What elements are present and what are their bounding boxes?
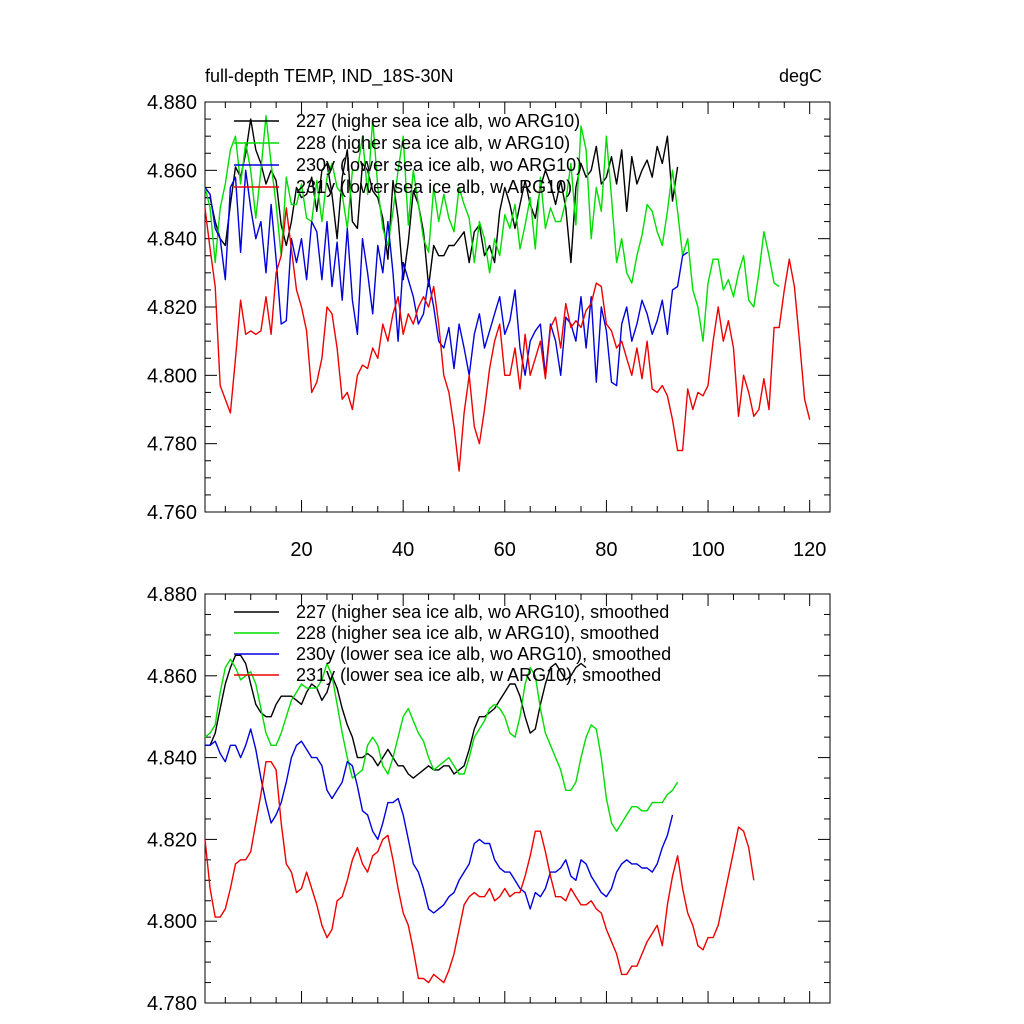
series-line — [204, 169, 689, 387]
series-line — [204, 207, 811, 472]
legend-label: 231y (lower sea ice alb, w ARG10) — [296, 177, 572, 197]
y-tick-label: 4.780 — [147, 993, 197, 1015]
y-tick-label: 4.860 — [147, 666, 197, 688]
y-tick-label: 4.860 — [147, 160, 197, 182]
legend-label: 228 (higher sea ice alb, w ARG10) — [296, 133, 570, 153]
y-tick-label: 4.760 — [147, 502, 197, 524]
chart-title-left: full-depth TEMP, IND_18S-30N — [205, 66, 453, 87]
series-line — [204, 114, 780, 342]
series-line — [205, 728, 674, 914]
y-tick-label: 4.820 — [147, 829, 197, 851]
chart-title-right: degC — [779, 66, 822, 86]
y-tick-label: 4.880 — [147, 584, 197, 606]
legend-label: 231y (lower sea ice alb, w ARG10), smoot… — [296, 665, 661, 685]
y-tick-label: 4.800 — [147, 911, 197, 933]
legend-label: 230y (lower sea ice alb, wo ARG10) — [296, 155, 582, 175]
series-line — [205, 654, 587, 779]
y-tick-label: 4.840 — [147, 748, 197, 770]
bottom-panel: 4.780 4.800 4.820 4.840 4.860 4.880 227 (highe… — [147, 584, 831, 1015]
x-tick-label: 120 — [793, 539, 826, 561]
y-tick-label: 4.820 — [147, 297, 197, 319]
series-line — [204, 658, 679, 832]
x-tick-label: 100 — [691, 539, 724, 561]
series-line — [204, 761, 755, 984]
x-tick-label: 80 — [595, 539, 617, 561]
y-tick-label: 4.840 — [147, 229, 197, 251]
y-tick-label: 4.780 — [147, 434, 197, 456]
legend-label: 227 (higher sea ice alb, wo ARG10), smoo… — [296, 602, 669, 622]
legend-label: 228 (higher sea ice alb, w ARG10), smoot… — [296, 623, 659, 643]
x-tick-label: 60 — [494, 539, 516, 561]
legend-label: 230y (lower sea ice alb, wo ARG10), smoo… — [296, 644, 671, 664]
x-tick-label: 20 — [290, 539, 312, 561]
y-tick-label: 4.800 — [147, 365, 197, 387]
x-tick-label: 40 — [392, 539, 414, 561]
top-panel: 4.760 4.780 4.800 4.820 4.840 4.860 4.880 20 40 6… — [147, 92, 831, 561]
legend-label: 227 (higher sea ice alb, wo ARG10) — [296, 111, 580, 131]
y-tick-label: 4.880 — [147, 92, 197, 114]
